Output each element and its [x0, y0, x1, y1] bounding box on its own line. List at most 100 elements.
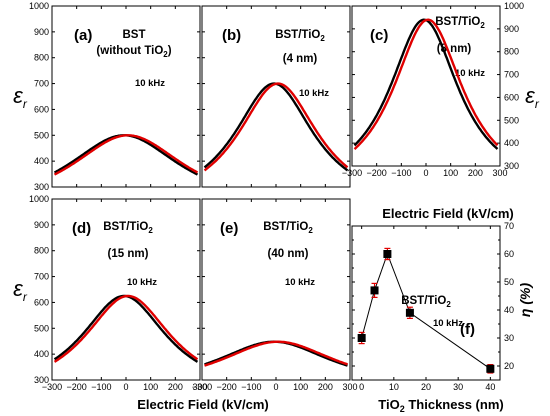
- x-tick-label: −100: [91, 382, 111, 392]
- panel-label: (b): [222, 27, 241, 44]
- y-tick-label: 70: [504, 221, 514, 231]
- y-tick-label: 400: [34, 349, 49, 359]
- y-tick-label: 500: [34, 130, 49, 140]
- y-tick-label: 30: [504, 333, 514, 343]
- y-tick-label: 600: [34, 104, 49, 114]
- y-tick-label: 300: [34, 182, 49, 192]
- x-tick-label: 200: [168, 382, 183, 392]
- x-tick-label: 0: [359, 382, 364, 392]
- y-tick-label: 900: [34, 27, 49, 37]
- panel-label: (d): [72, 220, 91, 237]
- panel-label: (f): [460, 321, 475, 338]
- y-tick-label: 900: [34, 220, 49, 230]
- curve-red: [203, 82, 349, 172]
- y-label-top-right: εr: [525, 83, 540, 111]
- panel-e: −300 −200 −100 0 100 200 300 (e) BST/TiO2 (40 nm)…: [192, 198, 358, 392]
- y-tick-label: 400: [504, 138, 519, 148]
- y-tick-label: 40: [504, 305, 514, 315]
- sample-thickness: (40 nm): [268, 248, 309, 260]
- frequency-label: 10 kHz: [433, 318, 463, 329]
- panel-b: (b) BST/TiO2 (4 nm) 10 kHz: [201, 5, 351, 188]
- y-tick-label: 1000: [29, 194, 49, 204]
- x-label-panel-f: TiO2 Thickness (nm): [378, 397, 503, 414]
- curve-black: [53, 134, 199, 176]
- frequency-label: 10 kHz: [285, 277, 315, 288]
- x-tick-label: 40: [485, 382, 495, 392]
- sample-name: BST/TiO2: [435, 16, 485, 30]
- x-tick-label: 200: [318, 382, 333, 392]
- sample-thickness: (15 nm): [108, 248, 149, 260]
- x-tick-label: 30: [453, 382, 463, 392]
- frequency-label: 10 kHz: [127, 277, 157, 288]
- sample-name: BST: [123, 29, 146, 41]
- y-tick-label: 400: [34, 156, 49, 166]
- data-point: [486, 364, 495, 373]
- x-tick-label: −200: [217, 382, 237, 392]
- x-tick-label: −100: [391, 168, 411, 178]
- x-label-bottom: Electric Field (kV/cm): [137, 397, 269, 412]
- y-tick-label: 1000: [504, 1, 524, 11]
- curve-red: [353, 18, 499, 150]
- curve-red: [53, 294, 199, 363]
- x-tick-label: 20: [421, 382, 431, 392]
- y-tick-label: 700: [34, 272, 49, 282]
- y-tick-label: 1000: [29, 1, 49, 11]
- y-tick-label: 700: [34, 79, 49, 89]
- sample-name: BST/TiO2: [401, 295, 451, 309]
- y-tick-label: 60: [504, 249, 514, 259]
- y-label-bottom-left: εr: [13, 276, 28, 304]
- y-tick-label: 20: [504, 361, 514, 371]
- curve-black: [53, 294, 199, 363]
- frequency-label: 10 kHz: [455, 68, 485, 79]
- y-tick-label: 300: [34, 375, 49, 385]
- curve-black: [204, 340, 348, 367]
- panel-label: (e): [220, 220, 238, 237]
- y-tick-label: 800: [34, 53, 49, 63]
- y-tick-label: 600: [34, 297, 49, 307]
- data-point: [383, 250, 392, 258]
- x-tick-label: 100: [443, 168, 458, 178]
- y-tick-label: 300: [504, 161, 519, 171]
- x-tick-label: −200: [67, 382, 87, 392]
- x-tick-label: 0: [123, 382, 128, 392]
- x-tick-label: −300: [192, 382, 212, 392]
- panel-d: 300 400 500 600 700 800 900 1000 −300 −200 −100 0 10…: [29, 194, 208, 392]
- x-tick-label: 0: [423, 168, 428, 178]
- data-point: [370, 286, 379, 295]
- x-tick-label: 0: [273, 382, 278, 392]
- x-tick-label: 200: [468, 168, 483, 178]
- data-point: [357, 334, 366, 342]
- sample-note: (without TiO2): [96, 45, 171, 59]
- x-tick-label: 10: [389, 382, 399, 392]
- x-tick-label: −300: [42, 382, 62, 392]
- x-tick-label: 300: [192, 382, 207, 392]
- sample-name: BST/TiO2: [103, 221, 153, 235]
- y-label-panel-f: η (%): [517, 283, 533, 318]
- sample-name: BST/TiO2: [263, 221, 313, 235]
- panel-f: 20 30 40 50 60 70 0 10 20 30 40 (f) BST/TiO2 10 kHz: [351, 221, 514, 392]
- x-tick-label: −300: [342, 168, 362, 178]
- x-label-panel-c: Electric Field (kV/cm): [382, 206, 514, 221]
- sample-name: BST/TiO2: [275, 29, 325, 43]
- x-tick-label: −200: [367, 168, 387, 178]
- x-tick-label: 300: [342, 382, 357, 392]
- y-tick-label: 500: [504, 115, 519, 125]
- y-tick-label: 900: [504, 24, 519, 34]
- frequency-label: 10 kHz: [299, 88, 329, 99]
- y-tick-label: 700: [504, 70, 519, 80]
- y-tick-label: 50: [504, 277, 514, 287]
- panel-c: 300 400 500 600 700 800 900 1000 −300 −200 −100 0 10…: [342, 1, 524, 178]
- y-tick-label: 800: [504, 47, 519, 57]
- y-tick-label: 500: [34, 323, 49, 333]
- sample-thickness: (4 nm): [283, 53, 318, 65]
- x-tick-label: 100: [143, 382, 158, 392]
- panel-label: (a): [74, 27, 92, 44]
- frequency-label: 10 kHz: [135, 78, 165, 89]
- data-point: [405, 308, 414, 317]
- y-tick-label: 800: [34, 246, 49, 256]
- panel-label: (c): [370, 27, 388, 44]
- x-tick-label: −100: [241, 382, 261, 392]
- panel-a: 300 400 500 600 700 800 900 1000 (a) BST (without …: [29, 1, 201, 192]
